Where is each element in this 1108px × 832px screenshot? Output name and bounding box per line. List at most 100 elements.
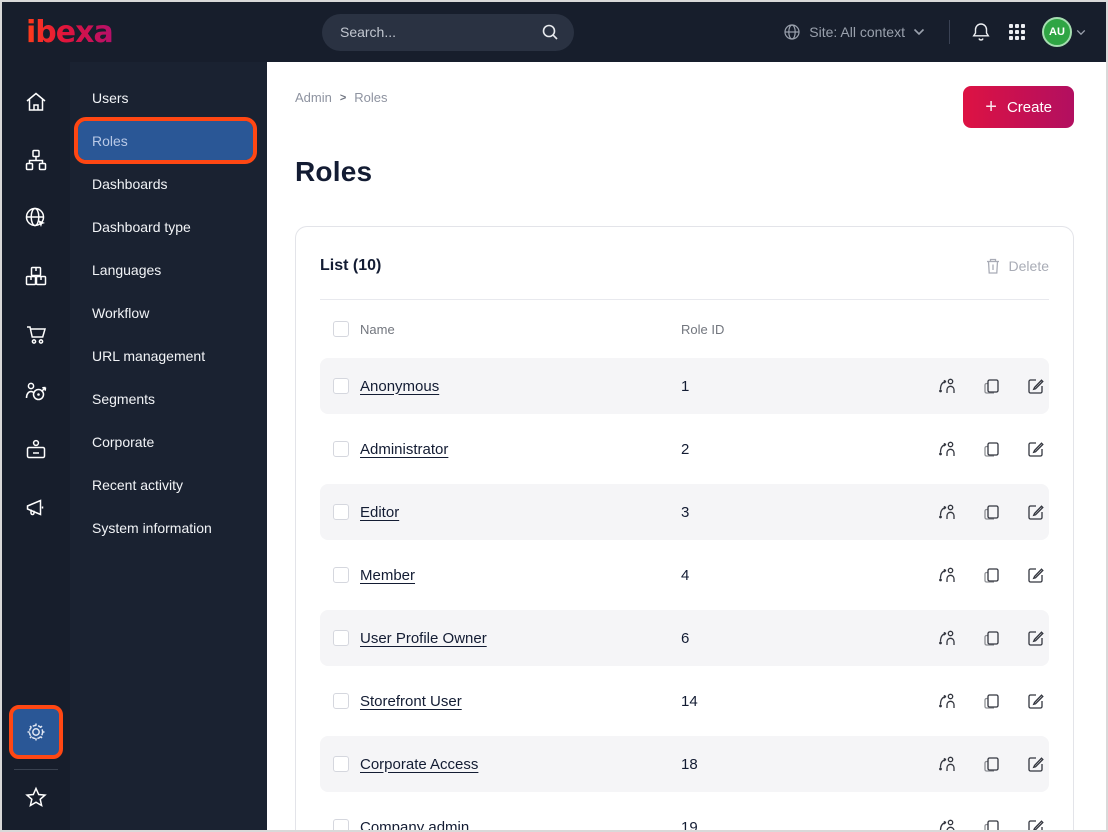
menu-item[interactable]: Dashboards xyxy=(78,164,253,203)
row-checkbox[interactable] xyxy=(333,441,349,457)
role-name-link[interactable]: Editor xyxy=(360,503,400,521)
table-row: Editor 3 xyxy=(320,484,1049,540)
copy-icon[interactable] xyxy=(982,376,1001,396)
packages-icon xyxy=(23,263,49,289)
globe-cursor-icon xyxy=(23,205,49,231)
site-context-dropdown[interactable]: Site: All context xyxy=(783,23,925,41)
assign-user-icon[interactable] xyxy=(937,565,957,585)
page-title: Roles xyxy=(295,156,373,187)
role-name-link[interactable]: Storefront User xyxy=(360,692,462,710)
assign-user-icon[interactable] xyxy=(937,817,957,830)
create-button-label: Create xyxy=(1006,98,1052,116)
search-input[interactable] xyxy=(321,13,574,51)
row-checkbox[interactable] xyxy=(333,756,349,772)
edit-icon[interactable] xyxy=(1026,376,1045,396)
trash-icon xyxy=(985,257,1001,275)
menu-item[interactable]: Workflow xyxy=(78,293,253,332)
rail-bottom xyxy=(9,705,63,816)
menu-item[interactable]: Users xyxy=(78,78,253,117)
menu-item[interactable]: URL management xyxy=(78,336,253,375)
row-checkbox[interactable] xyxy=(333,504,349,520)
user-menu[interactable]: AU xyxy=(1041,17,1086,47)
table-row: Storefront User 14 xyxy=(320,673,1049,729)
table-row: Anonymous 1 xyxy=(320,358,1049,414)
create-button[interactable]: + Create xyxy=(963,86,1074,128)
menu-item-label: System information xyxy=(92,519,212,536)
edit-icon[interactable] xyxy=(1026,439,1045,459)
admin-submenu: Users Roles Dashboards Dashboard type La… xyxy=(70,62,267,830)
gear-icon xyxy=(23,719,49,745)
select-all-checkbox[interactable] xyxy=(333,321,349,337)
notifications-button[interactable] xyxy=(970,21,992,43)
edit-icon[interactable] xyxy=(1026,502,1045,522)
menu-item-label: Segments xyxy=(92,390,156,407)
role-name-link[interactable]: Company admin xyxy=(360,818,470,831)
copy-icon[interactable] xyxy=(982,817,1001,830)
row-checkbox[interactable] xyxy=(333,567,349,583)
assign-user-icon[interactable] xyxy=(937,628,957,648)
menu-item-label: Users xyxy=(92,89,129,106)
menu-item[interactable]: Recent activity xyxy=(78,465,253,504)
sidebar-item-commerce[interactable] xyxy=(14,312,58,356)
sidebar-item-site[interactable] xyxy=(14,196,58,240)
sidebar-item-campaigns[interactable] xyxy=(14,486,58,530)
copy-icon[interactable] xyxy=(982,691,1001,711)
sidebar-item-content[interactable] xyxy=(14,138,58,182)
role-name-link[interactable]: Anonymous xyxy=(360,377,440,395)
sidebar-item-products[interactable] xyxy=(14,254,58,298)
assign-user-icon[interactable] xyxy=(937,502,957,522)
sidebar-item-personalization[interactable] xyxy=(14,370,58,414)
role-name-link[interactable]: Member xyxy=(360,566,416,584)
copy-icon[interactable] xyxy=(982,754,1001,774)
menu-item[interactable]: Corporate xyxy=(78,422,253,461)
row-checkbox[interactable] xyxy=(333,630,349,646)
apps-grid-button[interactable] xyxy=(1006,21,1028,43)
role-name-link[interactable]: User Profile Owner xyxy=(360,629,487,647)
table-row: Administrator 2 xyxy=(320,421,1049,477)
menu-item[interactable]: Roles xyxy=(74,117,257,164)
table-row: Company admin 19 xyxy=(320,799,1049,830)
menu-item[interactable]: Segments xyxy=(78,379,253,418)
edit-icon[interactable] xyxy=(1026,754,1045,774)
role-name-link[interactable]: Administrator xyxy=(360,440,449,458)
breadcrumb-current: Roles xyxy=(354,90,388,105)
edit-icon[interactable] xyxy=(1026,817,1045,830)
menu-item[interactable]: Dashboard type xyxy=(78,207,253,246)
edit-icon[interactable] xyxy=(1026,691,1045,711)
topbar-divider xyxy=(948,20,950,44)
assign-user-icon[interactable] xyxy=(937,439,957,459)
copy-icon[interactable] xyxy=(982,565,1001,585)
topbar-right: Site: All context AU xyxy=(783,17,1086,47)
card-divider xyxy=(320,299,1049,300)
copy-icon[interactable] xyxy=(982,628,1001,648)
sidebar-item-settings[interactable] xyxy=(9,705,63,759)
sidebar-item-bookmarks[interactable] xyxy=(14,780,58,816)
copy-icon[interactable] xyxy=(982,502,1001,522)
copy-icon[interactable] xyxy=(982,439,1001,459)
edit-icon[interactable] xyxy=(1026,565,1045,585)
role-id-value: 19 xyxy=(681,818,698,831)
sidebar-item-corporate[interactable] xyxy=(14,428,58,472)
row-checkbox[interactable] xyxy=(333,693,349,709)
assign-user-icon[interactable] xyxy=(937,376,957,396)
row-checkbox[interactable] xyxy=(333,378,349,394)
row-checkbox[interactable] xyxy=(333,819,349,830)
edit-icon[interactable] xyxy=(1026,628,1045,648)
breadcrumb: Admin > Roles xyxy=(295,86,388,105)
delete-button[interactable]: Delete xyxy=(985,257,1049,275)
table-row: Member 4 xyxy=(320,547,1049,603)
menu-item[interactable]: Languages xyxy=(78,250,253,289)
sidebar-item-home[interactable] xyxy=(14,80,58,124)
badge-icon xyxy=(23,437,49,463)
search-icon[interactable] xyxy=(540,22,560,42)
site-context-label: Site: All context xyxy=(809,24,905,40)
table-body: Anonymous 1 xyxy=(320,358,1049,830)
role-id-value: 3 xyxy=(681,503,690,521)
breadcrumb-parent[interactable]: Admin xyxy=(295,90,332,105)
role-name-link[interactable]: Corporate Access xyxy=(360,755,479,773)
avatar: AU xyxy=(1041,17,1072,47)
assign-user-icon[interactable] xyxy=(937,691,957,711)
menu-item[interactable]: System information xyxy=(78,508,253,547)
assign-user-icon[interactable] xyxy=(937,754,957,774)
